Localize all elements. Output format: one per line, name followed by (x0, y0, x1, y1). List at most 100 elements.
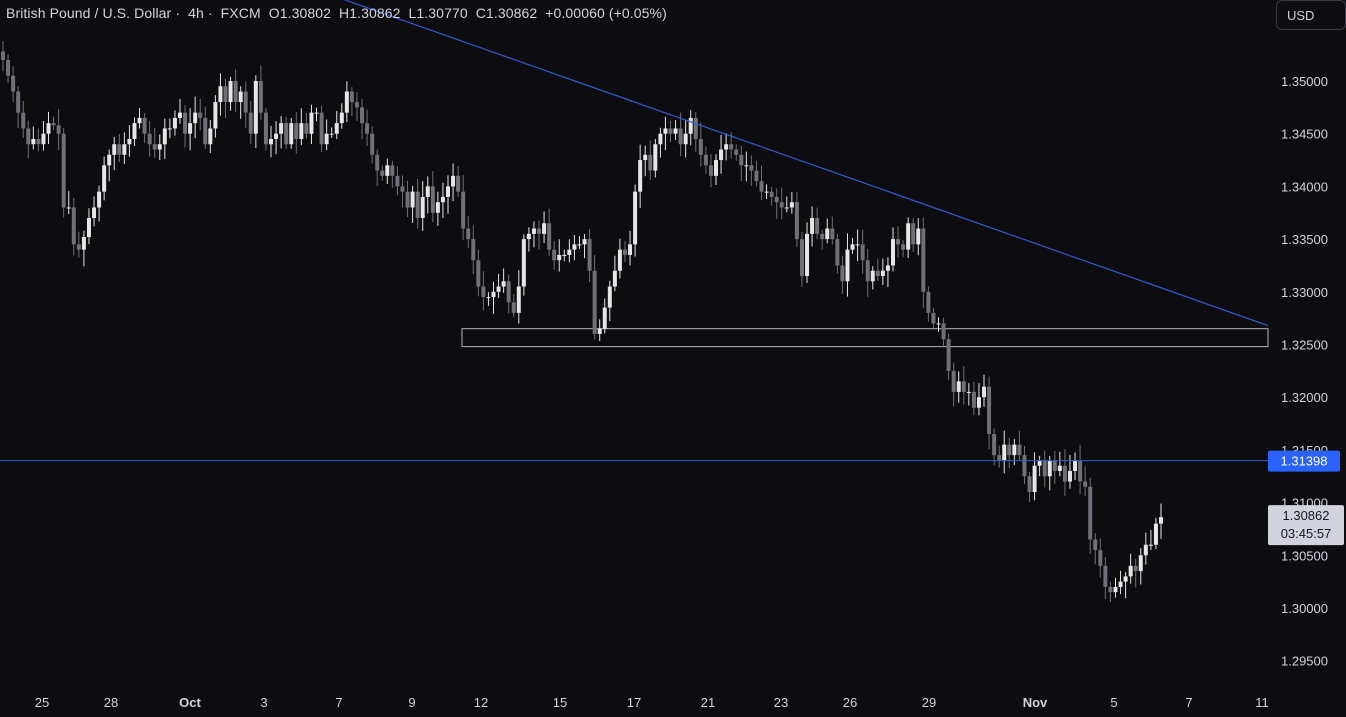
candle[interactable] (830, 216, 835, 245)
candle[interactable] (279, 116, 284, 149)
candle[interactable] (1143, 532, 1148, 565)
trendline[interactable] (300, 0, 1269, 327)
candle[interactable] (688, 110, 693, 146)
candle[interactable] (223, 78, 228, 119)
candle[interactable] (1093, 533, 1098, 565)
candle[interactable] (92, 196, 97, 227)
candle[interactable] (622, 241, 627, 263)
candle[interactable] (542, 211, 547, 244)
candle[interactable] (860, 229, 865, 274)
candle[interactable] (1037, 455, 1042, 477)
candle[interactable] (531, 221, 536, 248)
symbol-name[interactable]: British Pound / U.S. Dollar (6, 5, 172, 21)
candle[interactable] (592, 255, 597, 340)
candle[interactable] (314, 107, 319, 122)
candle[interactable] (678, 112, 683, 157)
candle[interactable] (157, 134, 162, 160)
candle[interactable] (911, 218, 916, 252)
candle[interactable] (137, 107, 142, 129)
candle[interactable] (1123, 572, 1128, 599)
candle[interactable] (405, 180, 410, 218)
candle[interactable] (865, 248, 870, 298)
candle[interactable] (668, 120, 673, 143)
candle[interactable] (714, 154, 719, 186)
candle[interactable] (425, 176, 430, 214)
candle[interactable] (835, 233, 840, 274)
candle[interactable] (926, 286, 931, 322)
candle[interactable] (380, 165, 385, 181)
candle[interactable] (779, 187, 784, 220)
candle[interactable] (324, 119, 329, 151)
candle[interactable] (537, 220, 542, 250)
candle[interactable] (658, 127, 663, 158)
candle[interactable] (112, 137, 117, 171)
candle[interactable] (486, 292, 491, 306)
candle[interactable] (941, 317, 946, 348)
candle[interactable] (228, 76, 233, 111)
candle[interactable] (269, 125, 274, 158)
candle[interactable] (385, 158, 390, 184)
candle[interactable] (855, 229, 860, 262)
candle[interactable] (1108, 581, 1113, 603)
candle[interactable] (142, 113, 147, 144)
candle[interactable] (693, 112, 698, 153)
candle[interactable] (810, 206, 815, 247)
candle[interactable] (243, 81, 248, 128)
candle[interactable] (299, 108, 304, 146)
candle[interactable] (456, 166, 461, 197)
candle[interactable] (673, 120, 678, 140)
candle[interactable] (511, 294, 516, 318)
candle[interactable] (1078, 444, 1083, 495)
candle[interactable] (992, 428, 997, 466)
candle[interactable] (572, 235, 577, 261)
candle[interactable] (870, 266, 875, 290)
candle[interactable] (430, 170, 435, 223)
candle[interactable] (218, 73, 223, 116)
candle[interactable] (850, 238, 855, 254)
candle[interactable] (86, 208, 91, 245)
candle[interactable] (1073, 452, 1078, 481)
candle[interactable] (167, 118, 172, 139)
candle[interactable] (26, 120, 31, 159)
candle[interactable] (466, 216, 471, 249)
candle[interactable] (203, 106, 208, 149)
candle[interactable] (663, 116, 668, 151)
candle[interactable] (1138, 548, 1143, 585)
candle[interactable] (997, 445, 1002, 468)
candle[interactable] (582, 234, 587, 258)
candle[interactable] (56, 109, 61, 151)
candle[interactable] (1007, 437, 1012, 469)
interval-label[interactable]: 4h (188, 5, 204, 21)
candle[interactable] (309, 104, 314, 145)
candle[interactable] (440, 182, 445, 218)
candle[interactable] (461, 175, 466, 240)
candle[interactable] (172, 110, 177, 136)
candle[interactable] (982, 374, 987, 407)
support-zone[interactable] (461, 328, 1269, 348)
candle[interactable] (1057, 451, 1062, 477)
candle[interactable] (451, 163, 456, 202)
candle[interactable] (648, 140, 653, 181)
candle[interactable] (683, 119, 688, 158)
candle[interactable] (390, 160, 395, 188)
candle[interactable] (354, 92, 359, 121)
candle[interactable] (820, 229, 825, 250)
candle[interactable] (759, 165, 764, 201)
candle[interactable] (344, 81, 349, 123)
candle[interactable] (547, 208, 552, 257)
candle[interactable] (951, 362, 956, 407)
candle[interactable] (31, 126, 36, 150)
candle[interactable] (1, 41, 5, 72)
candle[interactable] (896, 226, 901, 258)
candle[interactable] (617, 238, 622, 279)
candle[interactable] (1067, 454, 1072, 489)
candle[interactable] (799, 231, 804, 287)
candle[interactable] (708, 154, 713, 188)
candle[interactable] (435, 191, 440, 226)
candle[interactable] (815, 207, 820, 240)
candle[interactable] (961, 365, 966, 405)
candle[interactable] (16, 86, 21, 128)
candle[interactable] (628, 230, 633, 266)
candle[interactable] (567, 239, 572, 263)
candle[interactable] (132, 117, 137, 147)
